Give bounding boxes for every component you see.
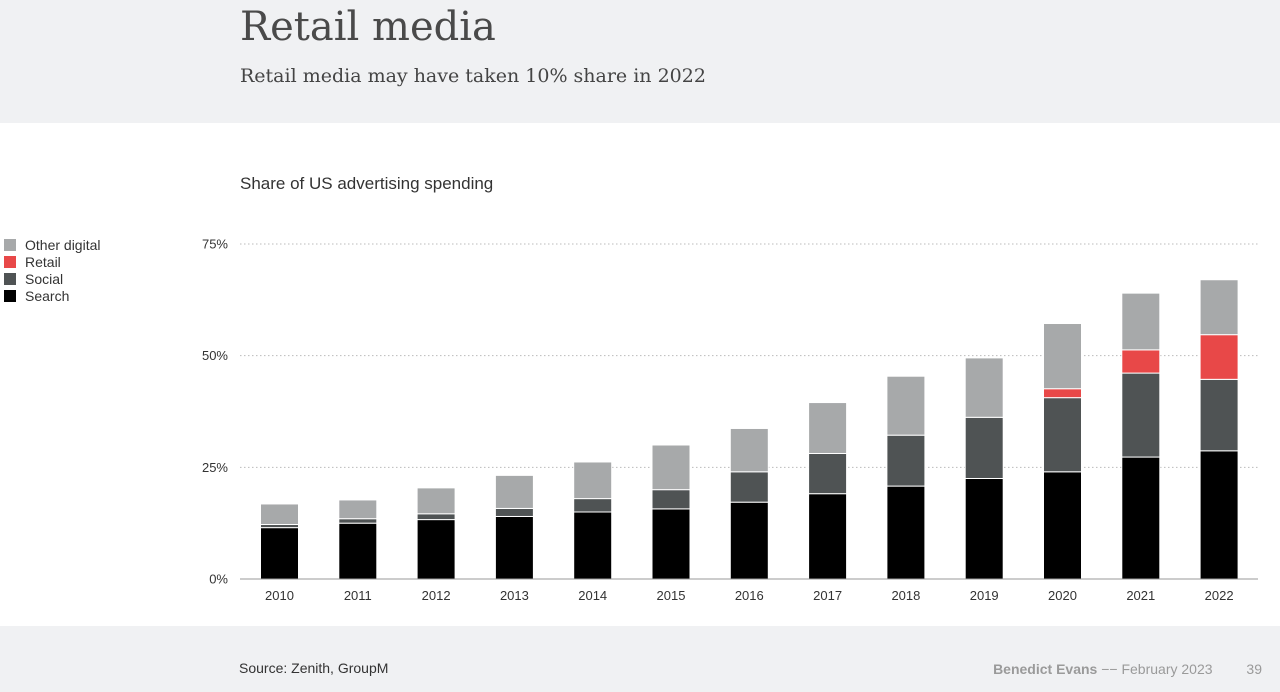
y-tick-label-50: 50% <box>202 348 228 363</box>
footer-credit: Benedict Evans −− February 2023 39 <box>993 661 1262 677</box>
legend-item-social: Social <box>4 270 100 287</box>
bar-social-2019 <box>964 416 1004 480</box>
chart-title: Share of US advertising spending <box>240 174 494 193</box>
y-tick-label-75: 75% <box>202 237 228 252</box>
bar-search-2012 <box>416 519 456 580</box>
legend-swatch-search <box>4 289 16 302</box>
bar-other-digital-2013 <box>494 474 534 509</box>
bar-other-digital-2018 <box>886 375 926 436</box>
bar-search-2019 <box>964 478 1004 580</box>
bar-other-digital-2021 <box>1121 292 1161 351</box>
bar-social-2021 <box>1121 372 1161 458</box>
x-tick-label-2012: 2012 <box>422 588 451 603</box>
x-tick-label-2014: 2014 <box>578 588 607 603</box>
x-tick-label-2019: 2019 <box>970 588 999 603</box>
bar-other-digital-2010 <box>260 503 299 526</box>
bar-search-2013 <box>494 515 534 580</box>
bar-search-2010 <box>260 527 299 580</box>
bar-social-2016 <box>729 471 769 503</box>
legend-swatch-other-digital <box>4 238 16 251</box>
bar-search-2017 <box>808 493 848 580</box>
page-subtitle: Retail media may have taken 10% share in… <box>240 65 706 87</box>
bar-other-digital-2017 <box>808 402 848 454</box>
legend-label-search: Search <box>25 287 70 304</box>
legend-item-search: Search <box>4 287 100 304</box>
page-title: Retail media <box>240 4 496 50</box>
footer-separator: −− <box>1101 661 1118 677</box>
bar-retail-2021 <box>1121 349 1161 374</box>
x-tick-label-2016: 2016 <box>735 588 764 603</box>
bar-social-2011 <box>338 518 378 524</box>
legend-item-retail: Retail <box>4 253 100 270</box>
bar-search-2014 <box>573 511 613 580</box>
bar-social-2012 <box>416 513 456 521</box>
footer-date: February 2023 <box>1121 661 1213 677</box>
bar-other-digital-2012 <box>416 487 456 515</box>
x-tick-label-2015: 2015 <box>657 588 686 603</box>
x-tick-label-2020: 2020 <box>1048 588 1077 603</box>
bar-social-2018 <box>886 434 926 487</box>
x-tick-label-2018: 2018 <box>891 588 920 603</box>
bar-social-2020 <box>1043 397 1082 473</box>
legend-swatch-social <box>4 272 16 285</box>
footer-band <box>0 626 1280 692</box>
page-number: 39 <box>1246 661 1262 677</box>
x-tick-label-2013: 2013 <box>500 588 529 603</box>
header-band <box>0 0 1280 123</box>
bar-search-2011 <box>338 522 378 580</box>
bar-search-2021 <box>1121 456 1161 580</box>
x-tick-label-2022: 2022 <box>1205 588 1234 603</box>
bar-other-digital-2019 <box>964 357 1004 418</box>
x-tick-label-2010: 2010 <box>265 588 294 603</box>
bar-search-2020 <box>1043 471 1082 580</box>
bar-search-2022 <box>1199 450 1239 580</box>
bar-retail-2020 <box>1043 388 1082 399</box>
bar-social-2017 <box>808 452 848 495</box>
legend-label-other-digital: Other digital <box>25 236 101 253</box>
bar-social-2013 <box>494 507 534 517</box>
bar-other-digital-2011 <box>338 499 378 520</box>
chart-legend: Other digital Retail Social Search <box>4 236 100 304</box>
footer-author: Benedict Evans <box>993 661 1098 677</box>
x-tick-label-2017: 2017 <box>813 588 842 603</box>
source-note: Source: Zenith, GroupM <box>239 660 389 676</box>
bar-social-2022 <box>1199 378 1239 452</box>
bar-social-2015 <box>651 489 691 510</box>
x-tick-label-2021: 2021 <box>1126 588 1155 603</box>
legend-swatch-retail <box>4 255 16 268</box>
legend-label-social: Social <box>25 270 64 287</box>
bar-other-digital-2014 <box>573 461 613 500</box>
bar-search-2016 <box>729 501 769 580</box>
bar-social-2014 <box>573 498 613 513</box>
bar-other-digital-2016 <box>729 427 769 473</box>
bar-retail-2022 <box>1199 334 1239 380</box>
x-tick-label-2011: 2011 <box>344 588 372 603</box>
legend-label-retail: Retail <box>25 253 61 270</box>
bar-other-digital-2020 <box>1043 323 1082 390</box>
bar-search-2015 <box>651 508 691 580</box>
y-tick-label-0: 0% <box>209 572 228 587</box>
y-tick-label-25: 25% <box>202 460 228 475</box>
bar-other-digital-2015 <box>651 444 691 491</box>
stacked-bar-chart: 0% 25% 50% 75% 2010 2011 2012 2013 2014 2015 2016 2… <box>202 237 1258 603</box>
legend-item-other-digital: Other digital <box>4 236 100 253</box>
bar-other-digital-2022 <box>1199 279 1239 336</box>
bar-search-2018 <box>886 485 926 580</box>
